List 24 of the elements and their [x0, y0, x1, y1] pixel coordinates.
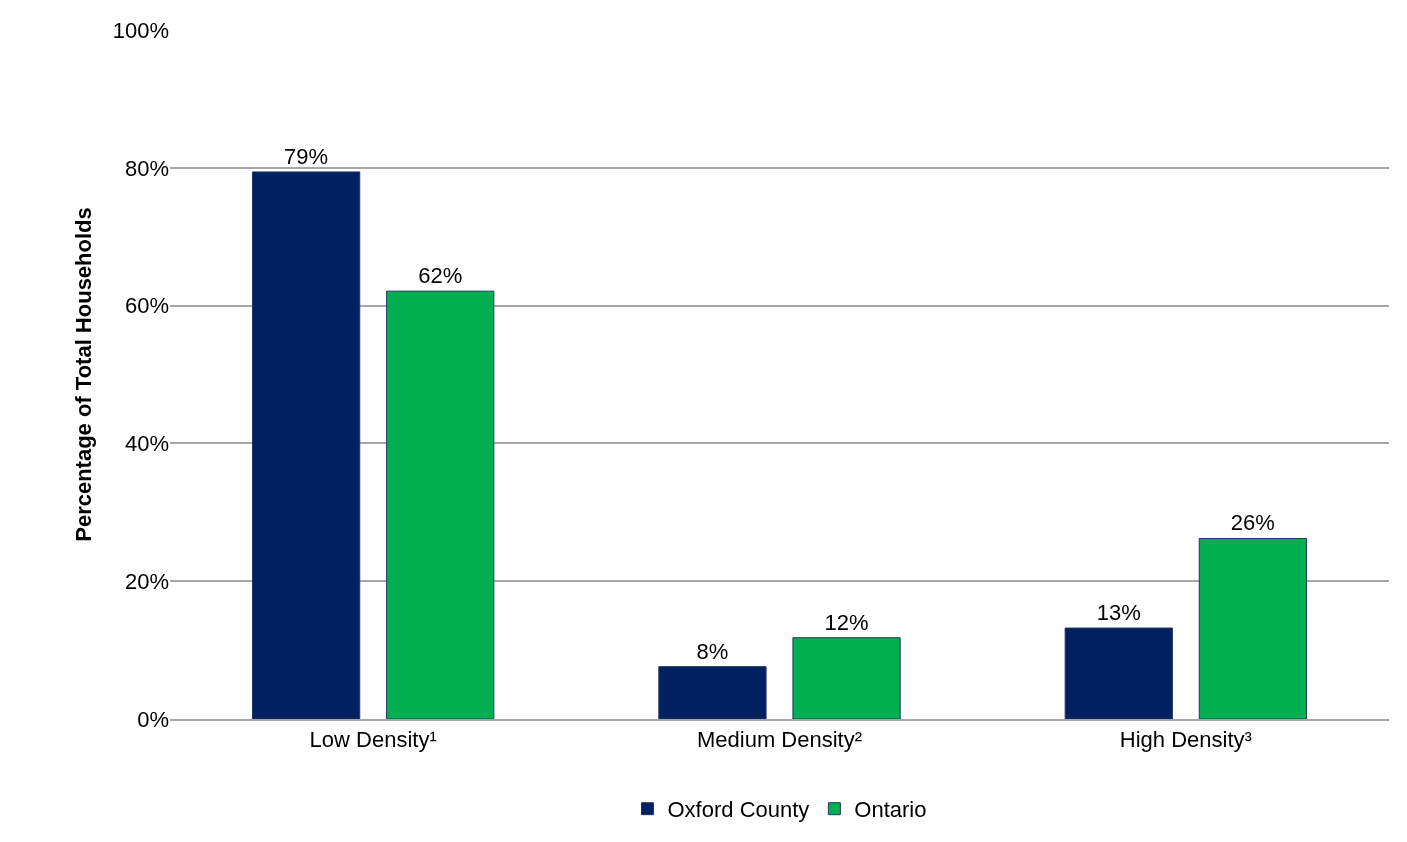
legend-label: Oxford County: [667, 797, 810, 823]
bar: [1064, 627, 1173, 719]
data-label: 13%: [1096, 600, 1141, 626]
bar: [658, 666, 767, 719]
legend-label: Ontario: [854, 797, 927, 823]
y-tick-label: 20%: [124, 568, 169, 594]
y-axis-title: Percentage of Total Households: [70, 207, 96, 542]
y-tick-label: 40%: [124, 431, 169, 457]
bar: [251, 171, 361, 719]
data-label: 79%: [284, 143, 329, 169]
data-label: 62%: [418, 263, 463, 289]
bar: [1198, 537, 1308, 719]
bar: [792, 637, 901, 719]
y-tick-label: 60%: [124, 293, 169, 319]
y-tick-label: 80%: [124, 155, 169, 181]
bar: [386, 290, 495, 719]
data-label: 26%: [1230, 510, 1275, 536]
y-tick-label: 100%: [112, 17, 169, 43]
y-tick-label: 0%: [137, 706, 169, 732]
x-tick-label: Medium Density²: [696, 727, 863, 753]
x-tick-label: High Density³: [1119, 727, 1252, 753]
x-tick-label: Low Density¹: [309, 727, 437, 753]
data-label: 12%: [824, 609, 869, 635]
data-label: 8%: [696, 638, 729, 664]
